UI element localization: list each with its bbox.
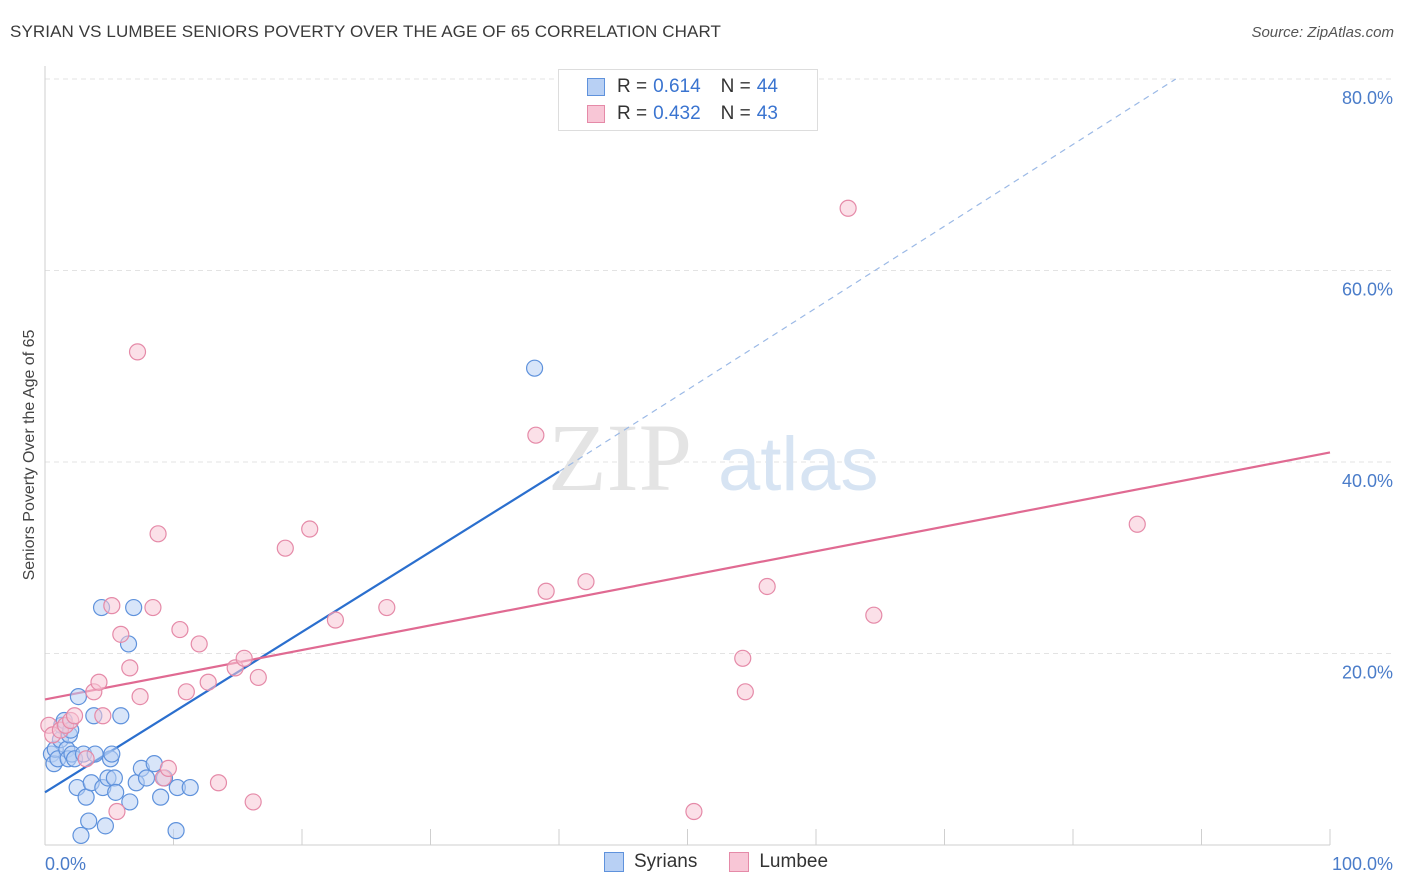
lumbee-point — [577, 573, 595, 591]
series-legend: Syrians Lumbee — [604, 851, 860, 873]
tick-labels: 20.0% 40.0% 60.0% 80.0% 0.0% 100.0% — [45, 88, 1393, 874]
legend-row-syrians: R = 0.614 N = 44 — [587, 74, 778, 100]
lumbee-point — [149, 525, 167, 543]
y-tick-label: 80.0% — [1342, 88, 1393, 108]
lumbee-point — [112, 625, 130, 643]
lumbee-point — [378, 598, 396, 617]
lumbee-point — [527, 426, 545, 444]
syrians-point — [80, 812, 98, 830]
legend-row-lumbee: R = 0.432 N = 43 — [587, 101, 778, 127]
lumbee-point — [190, 635, 208, 653]
syrians-n-value: 44 — [756, 76, 778, 97]
lumbee-point — [171, 620, 189, 639]
lumbee-point — [144, 598, 162, 617]
n-label: N = — [720, 76, 751, 97]
syrians-point — [152, 788, 170, 806]
syrians-point — [96, 817, 114, 835]
syrians-r-value: 0.614 — [653, 76, 701, 97]
syrians-point — [72, 826, 90, 845]
watermark-atlas: atlas — [718, 422, 879, 507]
lumbee-point — [326, 611, 345, 629]
lumbee-point — [103, 597, 121, 615]
axes — [44, 66, 1331, 846]
lumbee-swatch — [587, 105, 605, 123]
r-label: R = — [617, 103, 648, 124]
lumbee-point — [839, 199, 857, 217]
syrians-point — [77, 788, 95, 806]
r-label: R = — [617, 76, 648, 97]
watermark: ZIP atlas — [548, 404, 879, 511]
data-points — [40, 199, 1146, 845]
lumbee-point — [276, 539, 294, 557]
watermark-zip: ZIP — [548, 404, 692, 511]
lumbee-point — [177, 683, 195, 701]
chart-title: SYRIAN VS LUMBEE SENIORS POVERTY OVER TH… — [10, 22, 722, 41]
lumbee-point — [249, 668, 267, 687]
n-label: N = — [720, 103, 751, 124]
lumbee-legend-swatch — [729, 852, 750, 872]
lumbee-point — [758, 577, 776, 596]
lumbee-point — [121, 659, 139, 677]
legend-item-syrians: Syrians — [604, 851, 697, 873]
lumbee-point — [736, 683, 754, 701]
lumbee-point — [65, 707, 84, 725]
lumbee-point — [108, 802, 126, 821]
syrians-point — [103, 745, 121, 763]
syrians-point — [181, 778, 199, 797]
lumbee-point — [131, 687, 149, 706]
correlation-legend: R = 0.614 N = 44 R = 0.432 N = 43 — [558, 69, 818, 131]
lumbee-point — [77, 750, 95, 768]
syrians-point — [121, 793, 139, 811]
lumbee-point — [90, 673, 108, 691]
syrians-point — [69, 687, 88, 706]
syrians-legend-swatch — [604, 852, 624, 872]
syrians-point — [525, 359, 544, 377]
lumbee-point — [734, 649, 752, 667]
lumbee-point — [94, 707, 112, 725]
syrians-point — [112, 707, 130, 725]
y-axis-label: Seniors Poverty Over the Age of 65 — [21, 329, 38, 581]
lumbee-point — [685, 802, 703, 821]
syrians-point — [107, 783, 125, 801]
lumbee-trend-line — [44, 451, 1331, 701]
syrians-point — [125, 598, 143, 617]
lumbee-point — [537, 582, 555, 600]
grid-lines — [45, 78, 1392, 654]
lumbee-legend-label: Lumbee — [759, 851, 829, 872]
lumbee-point — [1128, 515, 1146, 533]
syrians-legend-label: Syrians — [634, 851, 698, 872]
lumbee-point — [199, 673, 217, 691]
lumbee-point — [301, 520, 319, 538]
lumbee-point — [128, 343, 147, 361]
syrians-trend-extension — [558, 78, 1177, 473]
lumbee-point — [235, 649, 253, 667]
lumbee-point — [159, 759, 177, 778]
lumbee-n-value: 43 — [756, 103, 778, 124]
x-tick-label: 100.0% — [1332, 854, 1393, 874]
syrians-point — [167, 822, 185, 840]
legend-item-lumbee: Lumbee — [729, 851, 828, 873]
y-tick-label: 60.0% — [1342, 280, 1393, 300]
lumbee-point — [865, 606, 883, 624]
lumbee-point — [209, 774, 228, 792]
y-tick-label: 40.0% — [1342, 471, 1393, 491]
syrians-swatch — [587, 78, 605, 96]
syrians-trend-line — [44, 470, 560, 794]
syrians-point — [137, 769, 156, 787]
syrians-point — [105, 769, 123, 787]
lumbee-point — [244, 793, 262, 811]
trend-lines — [44, 78, 1331, 794]
source-note: Source: ZipAtlas.com — [1251, 24, 1394, 41]
x-tick-label: 0.0% — [45, 854, 86, 874]
lumbee-r-value: 0.432 — [653, 103, 701, 124]
y-tick-label: 20.0% — [1342, 663, 1393, 683]
